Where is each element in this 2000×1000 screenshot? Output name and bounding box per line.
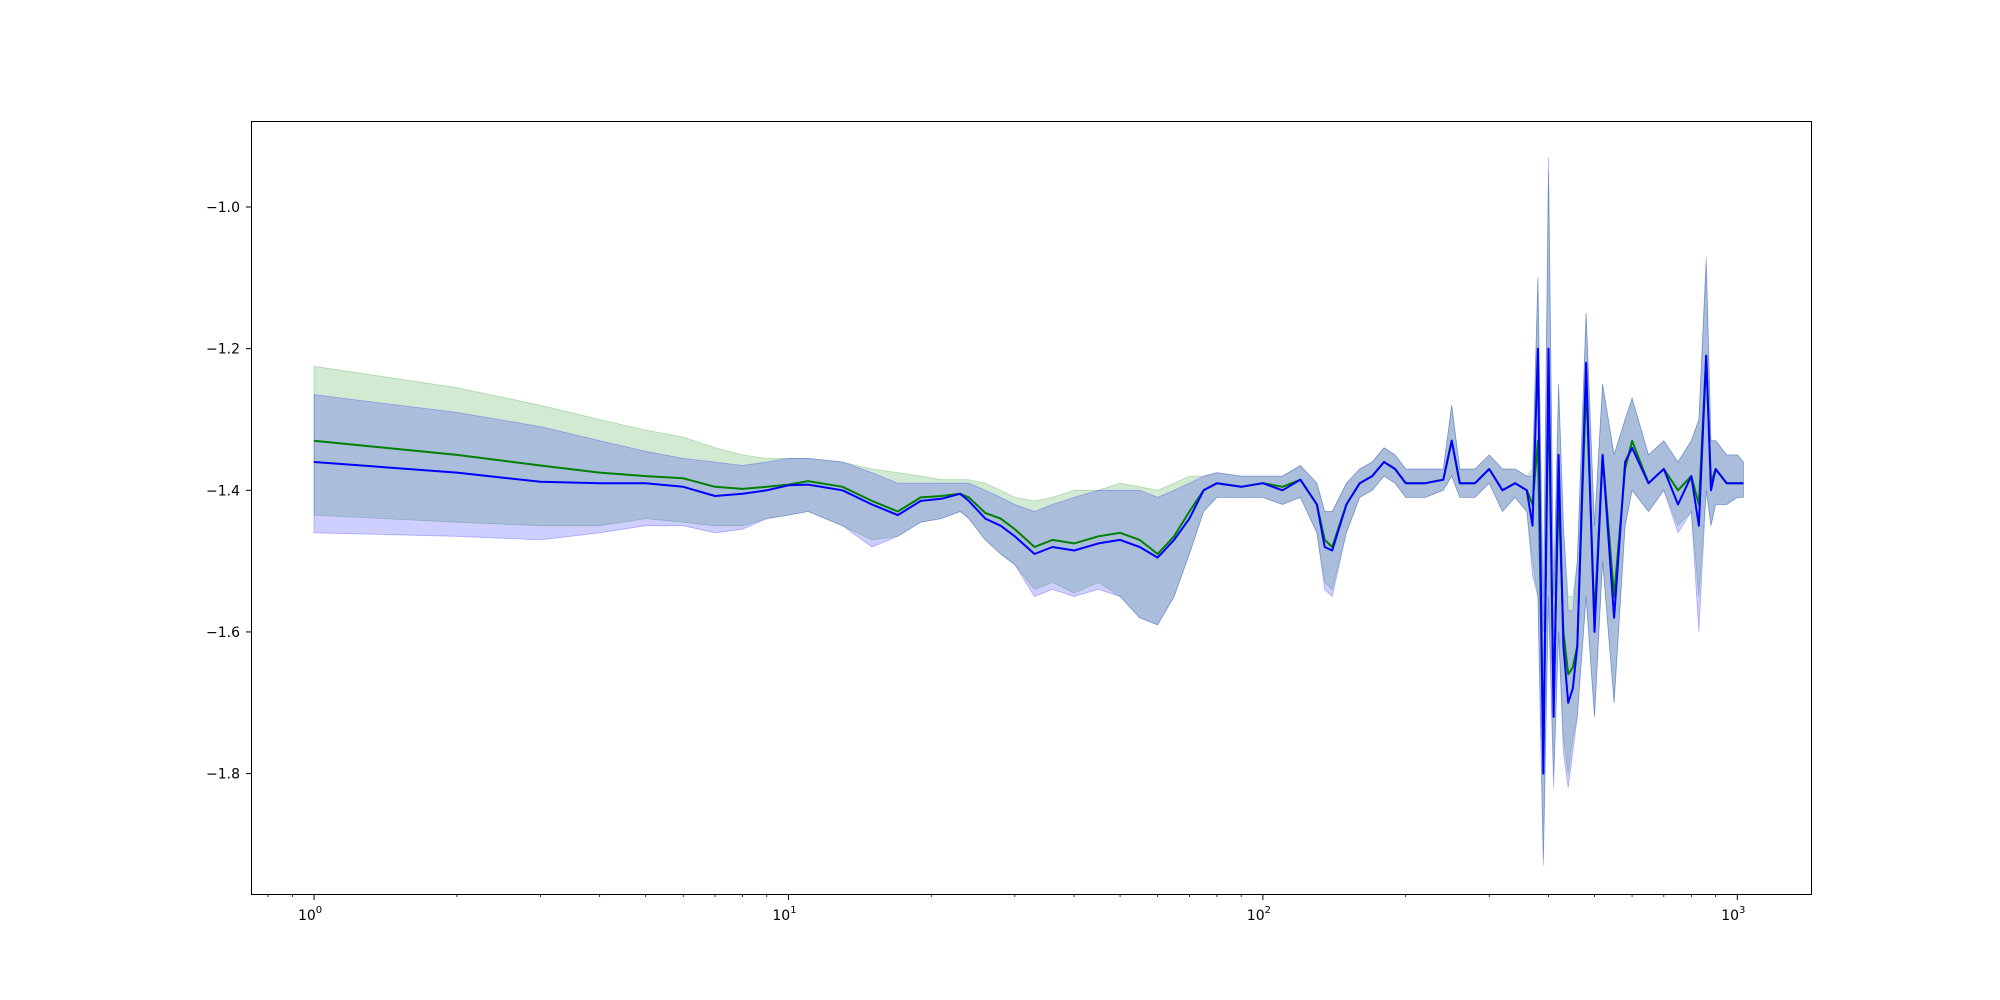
y-tick-label: −1.2 — [206, 342, 240, 358]
series-line-1 — [313, 347, 1744, 775]
series-lines — [313, 347, 1744, 775]
x-axis: 100 101 102 103 — [267, 894, 1745, 924]
confidence-band-1 — [313, 157, 1744, 866]
x-tick-base: 10 — [298, 908, 316, 924]
x-tick-label: 100 — [298, 905, 322, 924]
x-tick-base: 10 — [772, 908, 790, 924]
x-tick-base: 10 — [1247, 908, 1265, 924]
x-tick-exponent: 1 — [790, 905, 796, 916]
x-tick-exponent: 3 — [1739, 905, 1745, 916]
confidence-band-0 — [313, 171, 1744, 859]
x-tick-exponent: 0 — [316, 905, 322, 916]
y-tick-label: −1.4 — [206, 483, 240, 499]
x-tick-label: 102 — [1247, 905, 1271, 924]
y-tick-label: −1.6 — [206, 625, 240, 641]
x-tick-label: 101 — [772, 905, 796, 924]
confidence-bands — [313, 157, 1744, 866]
x-tick-base: 10 — [1721, 908, 1739, 924]
y-tick-label: −1.0 — [206, 200, 240, 216]
x-tick-exponent: 2 — [1265, 905, 1271, 916]
plot-frame — [251, 121, 1812, 895]
y-axis: −1.8 −1.6 −1.4 −1.2 −1.0 — [206, 200, 252, 783]
x-tick-label: 103 — [1721, 905, 1745, 924]
y-tick-label: −1.8 — [206, 767, 240, 783]
